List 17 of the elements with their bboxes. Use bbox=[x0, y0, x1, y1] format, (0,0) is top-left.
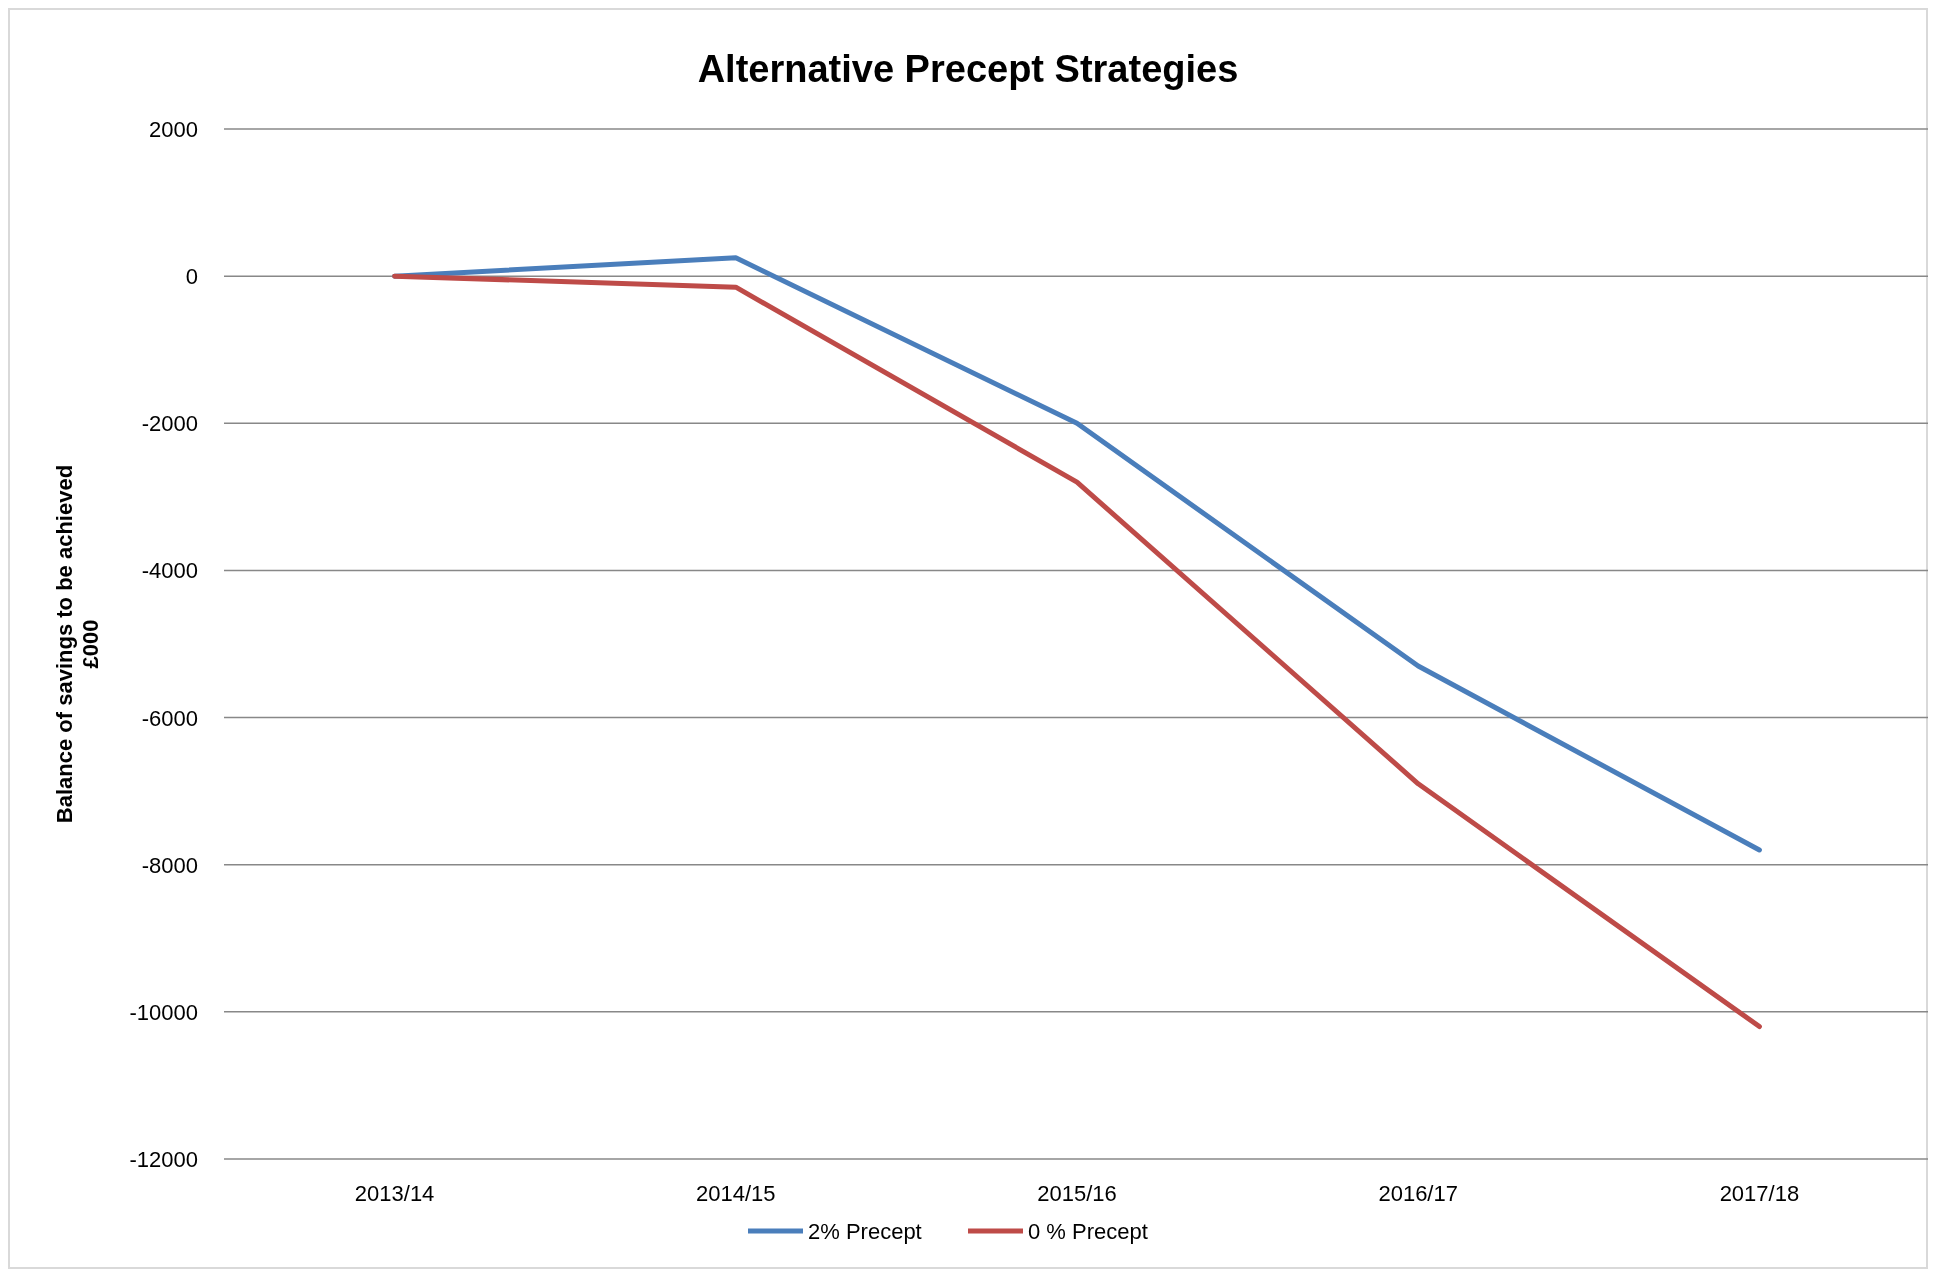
y-tick-label: 2000 bbox=[149, 117, 198, 142]
y-tick-label: -6000 bbox=[141, 705, 198, 731]
x-tick-label: 2016/17 bbox=[1378, 1181, 1458, 1206]
y-tick-label: -2000 bbox=[141, 411, 198, 437]
y-tick-label: 0 bbox=[185, 264, 198, 290]
y-tick-label: -10000 bbox=[129, 999, 198, 1025]
y-tick-label: -8000 bbox=[141, 852, 198, 878]
legend-label: 0 % Precept bbox=[1028, 1219, 1148, 1244]
x-tick-label: 2015/16 bbox=[1037, 1181, 1117, 1206]
y-tick-label: -4000 bbox=[141, 558, 198, 584]
x-tick-label: 2017/18 bbox=[1719, 1181, 1800, 1206]
chart-title: Alternative Precept Strategies bbox=[697, 48, 1239, 90]
y-axis-title: Balance of savings to be achieved £000 bbox=[52, 464, 103, 824]
x-tick-label: 2013/14 bbox=[354, 1181, 435, 1206]
x-tick-label: 2014/15 bbox=[696, 1181, 776, 1206]
legend-label: 2% Precept bbox=[808, 1219, 922, 1244]
y-tick-label: -12000 bbox=[129, 1147, 198, 1172]
